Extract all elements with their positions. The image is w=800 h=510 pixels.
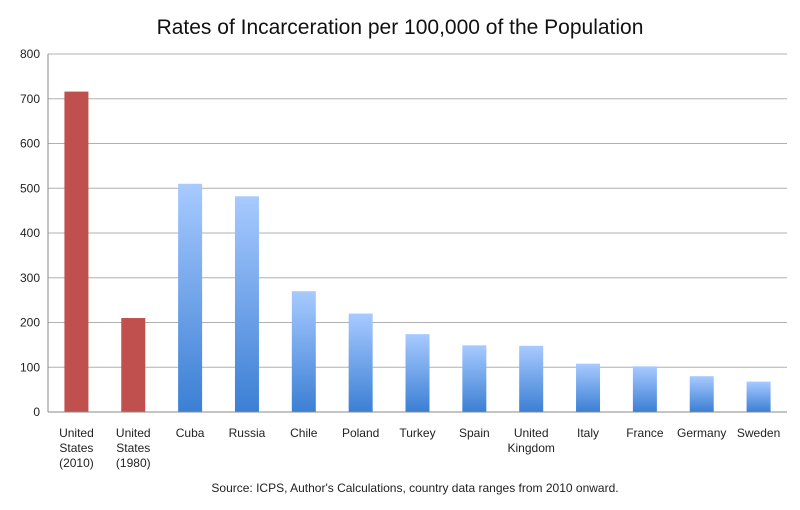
bar: [689, 376, 714, 412]
x-tick-label: United States (2010): [59, 426, 94, 470]
y-tick-label: 0: [33, 405, 40, 419]
bar: [121, 318, 146, 412]
chart-title: Rates of Incarceration per 100,000 of th…: [157, 16, 644, 39]
x-tick-label: United States (1980): [116, 426, 151, 470]
x-tick-label: Russia: [229, 426, 266, 440]
y-tick-label: 400: [20, 226, 40, 240]
x-tick-label: Sweden: [737, 426, 780, 440]
bar: [405, 334, 430, 412]
x-tick-label: Poland: [342, 426, 379, 440]
y-tick-label: 500: [20, 181, 40, 195]
y-axis-ticks: 0 100 200 300 400 500 600 700 800: [20, 47, 40, 419]
bar: [519, 345, 544, 412]
bar: [291, 291, 316, 412]
bar: [348, 313, 373, 412]
gridlines: [48, 53, 787, 368]
x-tick-label: France: [626, 426, 664, 440]
bar: [64, 91, 89, 412]
y-tick-label: 800: [20, 47, 40, 61]
x-tick-label: Cuba: [176, 426, 205, 440]
chart-source-note: Source: ICPS, Author's Calculations, cou…: [211, 481, 618, 495]
x-tick-label: Germany: [677, 426, 726, 440]
bar: [576, 363, 601, 412]
x-tick-label: Italy: [577, 426, 599, 440]
bar: [632, 366, 657, 412]
bar: [462, 345, 487, 412]
y-tick-label: 100: [20, 360, 40, 374]
y-tick-label: 700: [20, 92, 40, 106]
x-tick-label: Spain: [459, 426, 490, 440]
x-tick-label: Chile: [290, 426, 318, 440]
bar: [746, 381, 771, 412]
x-tick-label: United Kingdom: [508, 426, 555, 455]
bar: [178, 183, 203, 412]
x-axis-labels: United States (2010) United States (1980) Cuba…: [59, 426, 780, 470]
y-tick-label: 300: [20, 271, 40, 285]
bars: [64, 91, 771, 412]
bar: [234, 196, 259, 412]
y-tick-label: 600: [20, 137, 40, 151]
y-tick-label: 200: [20, 316, 40, 330]
x-tick-label: Turkey: [399, 426, 435, 440]
